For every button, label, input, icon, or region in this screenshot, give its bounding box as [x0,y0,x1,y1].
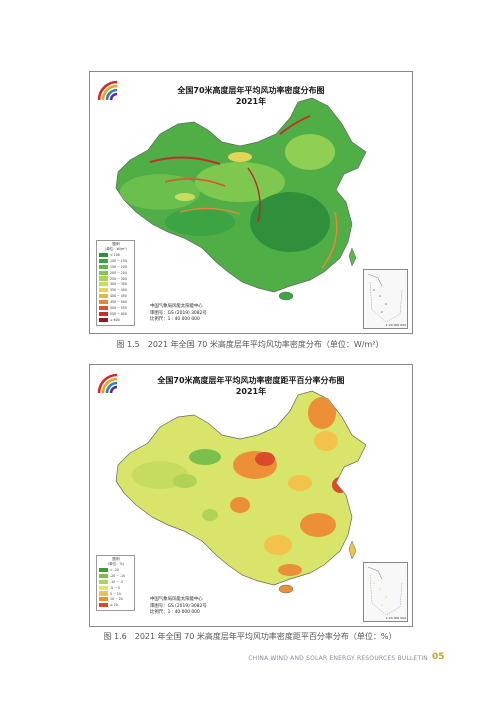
legend-item: -10 ~ -5 [99,579,133,585]
map-legend: 图例 (单位：W/m²) < 100 100 ~ 150 150 ~ 200 200 … [96,240,135,326]
legend-item: 350 ~ 400 [99,287,133,293]
south-china-sea-inset: 1:20 000 000 [363,269,408,329]
legend-swatch [99,252,108,258]
legend-label: 400 ~ 450 [110,294,127,299]
legend-swatch [99,294,108,299]
legend-item: -20 ~ -10 [99,573,133,579]
legend-label: ≥ 20 [110,603,118,608]
legend-item: < -20 [99,567,133,573]
legend-item: 250 ~ 300 [99,276,133,282]
legend-label: 300 ~ 350 [110,282,127,287]
legend-swatch [99,567,108,573]
legend-label: -20 ~ -10 [110,573,126,578]
legend-label: 5 ~ 10 [110,591,121,596]
legend-swatch [99,585,108,590]
inset-scale: 1:20 000 000 [385,616,406,620]
legend-item: ≥ 600 [99,317,133,323]
legend-item: ≥ 20 [99,602,133,608]
legend-item: 5 ~ 10 [99,591,133,597]
legend-swatch [99,288,108,293]
legend-item: 300 ~ 350 [99,281,133,287]
legend-item: 400 ~ 450 [99,293,133,299]
legend-label: 250 ~ 300 [110,276,127,281]
legend-label: 150 ~ 200 [110,264,127,269]
bulletin-footer: CHINA WIND AND SOLAR ENERGY RESOURCES BU… [248,655,428,662]
legend-item: 550 ~ 600 [99,311,133,317]
map-title: 全国70米高度层年平均风功率密度分布图 [177,86,325,95]
legend-swatch [99,597,108,602]
legend-swatch [99,258,108,263]
figure-caption: 图 1.6 2021 年全国 70 米高度层年平均风功率密度距平百分率分布（单位… [103,632,397,641]
cma-logo-icon [97,373,118,394]
map-year: 2021年 [235,97,267,106]
south-china-sea-inset: 1:20 000 000 [363,562,408,622]
map-credit: 中国气象局风能太阳能中心 审图号：GS (2019) 3082号 比例尺：1 :… [150,304,207,324]
credit-scale: 比例尺：1 : 40 000 000 [150,317,200,323]
legend-item: < 100 [99,252,133,258]
legend-swatch [99,317,108,322]
legend-swatch [99,264,108,269]
legend-swatch [99,276,108,281]
legend-label: 550 ~ 600 [110,311,127,316]
map-year: 2021年 [235,387,267,396]
legend-label: < -20 [110,567,119,572]
map-credit: 中国气象局风能太阳能中心 审图号：GS (2019) 3082号 比例尺：1 :… [150,597,207,617]
legend-item: 500 ~ 550 [99,305,133,311]
page-number: 05 [432,652,445,662]
legend-swatch [99,282,108,287]
legend-swatch [99,299,108,305]
legend-label: 10 ~ 20 [110,597,123,602]
wind-power-density-map: 全国70米高度层年平均风功率密度分布图 2021年 图例 (单位：W/m²) <… [89,71,413,334]
legend-item: 150 ~ 200 [99,264,133,270]
credit-scale: 比例尺：1 : 40 000 000 [150,610,200,616]
legend-item: -5 ~ 5 [99,585,133,591]
legend-label: ≥ 600 [110,317,120,322]
legend-item: 10 ~ 20 [99,596,133,602]
legend-label: < 100 [110,252,120,257]
legend-unit: (单位：W/m²) [105,246,127,251]
legend-swatch [99,591,108,596]
china-map-graphic [115,390,367,594]
legend-swatch [99,579,108,584]
legend-swatch [99,603,108,608]
legend-label: -10 ~ -5 [110,579,124,584]
legend-item: 200 ~ 250 [99,270,133,276]
legend-swatch [99,305,108,311]
credit-review-number: 审图号：GS (2019) 3082号 [150,310,207,316]
legend-label: -5 ~ 5 [110,585,120,590]
credit-org: 中国气象局风能太阳能中心 [150,304,203,309]
credit-org: 中国气象局风能太阳能中心 [150,597,203,602]
legend-swatch [99,270,108,275]
cma-logo-icon [97,80,118,101]
legend-swatch [99,311,108,316]
wind-power-anomaly-map: 全国70米高度层年平均风功率密度距平百分率分布图 2021年 图例 (单位：%)… [89,364,413,627]
legend-label: 500 ~ 550 [110,305,127,310]
legend-label: 350 ~ 400 [110,288,127,293]
china-map-graphic [115,97,367,301]
legend-swatch [99,573,108,578]
legend-item: 450 ~ 500 [99,299,133,305]
legend-unit: (单位：%) [107,561,125,566]
figure-caption: 图 1.5 2021 年全国 70 米高度层年平均风功率密度分布（单位：W/m²… [116,340,384,349]
legend-title: 图例 [112,557,120,561]
legend-label: 100 ~ 150 [110,258,127,263]
credit-review-number: 审图号：GS (2019) 3082号 [150,603,207,609]
legend-title: 图例 [112,242,120,246]
map-title: 全国70米高度层年平均风功率密度距平百分率分布图 [157,376,345,385]
inset-scale: 1:20 000 000 [385,323,406,327]
legend-label: 450 ~ 500 [110,300,127,305]
legend-item: 100 ~ 150 [99,258,133,264]
legend-label: 200 ~ 250 [110,270,127,275]
